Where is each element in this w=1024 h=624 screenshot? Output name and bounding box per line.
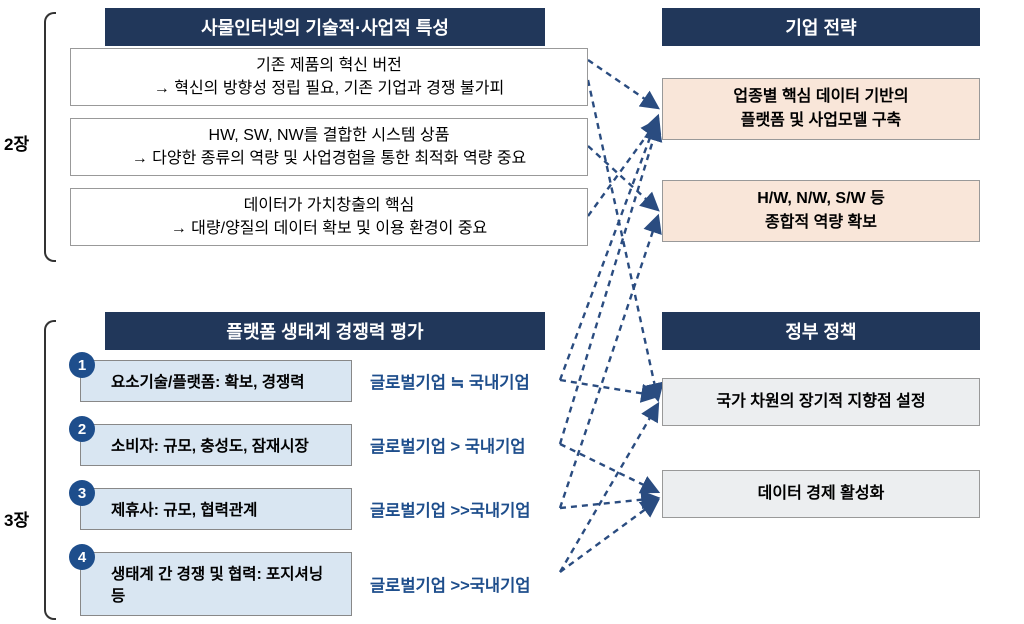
eval-row: 4생태계 간 경쟁 및 협력: 포지셔닝 등 글로벌기업 >>국내기업 [80,552,530,616]
card-line2: → 다양한 종류의 역량 및 사업경험을 통한 최적화 역량 중요 [77,147,581,170]
eval-number-badge: 3 [69,480,95,506]
connector-arrow [560,498,658,508]
eval-label: 제휴사: 규모, 협력관계 [111,502,257,519]
eval-comparison: 글로벌기업 >>국내기업 [370,497,530,521]
left-sec1-header: 사물인터넷의 기술적·사업적 특성 [105,8,545,46]
connector-arrow [560,404,658,572]
right-sec2-header: 정부 정책 [662,312,980,350]
connector-arrow [588,80,658,400]
card-line1: 기존 제품의 혁신 버전 [77,54,581,77]
eval-label: 요소기술/플랫폼: 확보, 경쟁력 [111,374,305,391]
connector-arrow [560,380,658,396]
iot-characteristic-card: HW, SW, NW를 결합한 시스템 상품→ 다양한 종류의 역량 및 사업경… [70,118,588,176]
left-sec2-header: 플랫폼 생태계 경쟁력 평가 [105,312,545,350]
eval-box: 3제휴사: 규모, 협력관계 [80,488,352,530]
eval-box: 4생태계 간 경쟁 및 협력: 포지셔닝 등 [80,552,352,616]
card-line1: 국가 차원의 장기적 지향점 설정 [716,390,925,414]
eval-row: 2소비자: 규모, 충성도, 잠재시장 글로벌기업 > 국내기업 [80,424,525,466]
eval-box: 1요소기술/플랫폼: 확보, 경쟁력 [80,360,352,402]
card-line1: 데이터가 가치창출의 핵심 [77,194,581,217]
card-line2: 종합적 역량 확보 [765,211,877,235]
connector-arrow [560,444,658,492]
eval-number-badge: 2 [69,416,95,442]
strategy-card: 국가 차원의 장기적 지향점 설정 [662,378,980,426]
card-line1: 업종별 핵심 데이터 기반의 [733,85,908,109]
chapter-3-bracket [44,320,56,620]
card-line2: → 혁신의 방향성 정립 필요, 기존 기업과 경쟁 불가피 [77,77,581,100]
strategy-card: 업종별 핵심 데이터 기반의플랫폼 및 사업모델 구축 [662,78,980,140]
connector-arrow [588,60,658,108]
eval-comparison: 글로벌기업 > 국내기업 [370,433,525,457]
eval-row: 3제휴사: 규모, 협력관계 글로벌기업 >>국내기업 [80,488,530,530]
card-line1: 데이터 경제 활성화 [758,482,885,506]
eval-comparison: 글로벌기업 >>국내기업 [370,572,530,596]
connector-arrow [560,216,658,508]
eval-label: 생태계 간 경쟁 및 협력: 포지셔닝 등 [111,566,323,605]
card-line1: H/W, N/W, S/W 등 [757,187,885,211]
card-line1: HW, SW, NW를 결합한 시스템 상품 [77,124,581,147]
connector-arrow [588,120,658,216]
chapter-2-label: 2장 [4,130,29,155]
chapter-2-bracket [44,12,56,262]
chapter-3-label: 3장 [4,506,29,531]
strategy-card: 데이터 경제 활성화 [662,470,980,518]
connector-arrow [588,146,658,210]
eval-number-badge: 1 [69,352,95,378]
eval-row: 1요소기술/플랫폼: 확보, 경쟁력 글로벌기업 ≒ 국내기업 [80,360,530,402]
card-line2: → 대량/양질의 데이터 확보 및 이용 환경이 중요 [77,217,581,240]
right-sec1-header: 기업 전략 [662,8,980,46]
connector-arrow [560,500,658,572]
card-line2: 플랫폼 및 사업모델 구축 [741,109,902,133]
strategy-card: H/W, N/W, S/W 등종합적 역량 확보 [662,180,980,242]
iot-characteristic-card: 데이터가 가치창출의 핵심→ 대량/양질의 데이터 확보 및 이용 환경이 중요 [70,188,588,246]
eval-number-badge: 4 [69,544,95,570]
eval-label: 소비자: 규모, 충성도, 잠재시장 [111,438,309,455]
eval-box: 2소비자: 규모, 충성도, 잠재시장 [80,424,352,466]
eval-comparison: 글로벌기업 ≒ 국내기업 [370,369,530,393]
iot-characteristic-card: 기존 제품의 혁신 버전→ 혁신의 방향성 정립 필요, 기존 기업과 경쟁 불… [70,48,588,106]
